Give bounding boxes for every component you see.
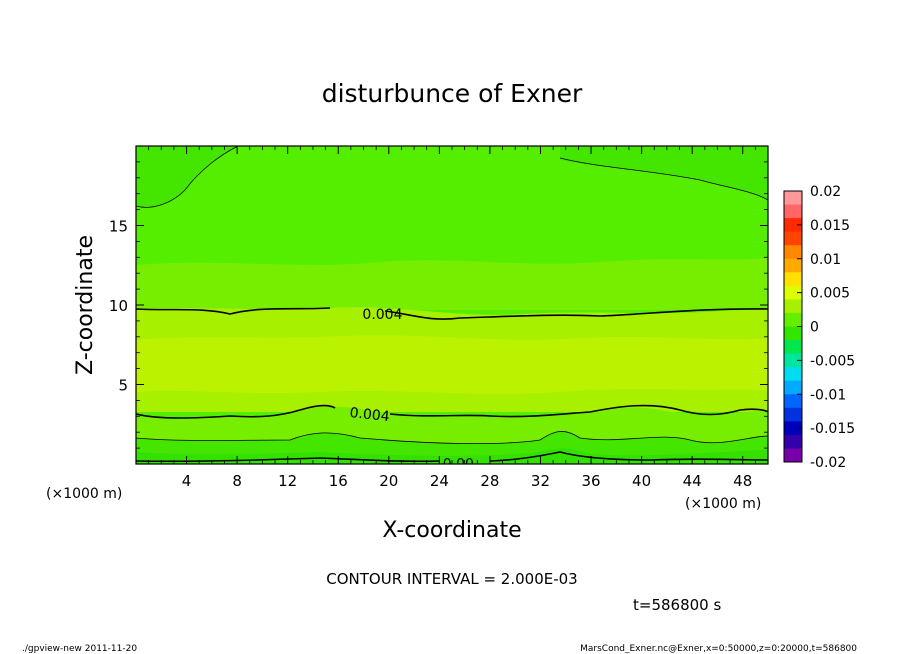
- x-tick-label: 32: [531, 472, 550, 490]
- contour-line-ground-000: [136, 451, 768, 463]
- y-axis-ticks: 5 10 15: [109, 161, 768, 449]
- colorbar-segment: [784, 326, 802, 341]
- colorbar-segment: [784, 434, 802, 449]
- colorbar-label: 0.015: [810, 218, 850, 234]
- x-axis-ticks: 4 8 12 16 20 24 28 32 36 40 44 48: [148, 146, 756, 490]
- x-tick-label: 20: [379, 472, 398, 490]
- field-band-upper-light: [136, 258, 768, 310]
- contour-line-top-left: [136, 146, 239, 208]
- colorbar-segment: [784, 299, 802, 314]
- x-tick-label: 8: [232, 472, 242, 490]
- colorbar-labels: 0.02 0.015 0.01 0.005 0 -0.005 -0.01 -0.015 -0.0…: [797, 184, 855, 471]
- colorbar-segment: [784, 218, 802, 233]
- x-tick-label: 40: [632, 472, 651, 490]
- colorbar-label: 0.02: [810, 184, 841, 200]
- x-axis-label: X-coordinate: [382, 518, 521, 543]
- colorbar-segment: [784, 407, 802, 422]
- contour-plot-area: 0.004 0.004 0.00: [136, 146, 768, 472]
- contour-label: 0.00: [443, 456, 474, 472]
- colorbar-segment: [784, 191, 802, 206]
- x-tick-label: 24: [430, 472, 449, 490]
- y-tick-label: 10: [109, 297, 128, 315]
- footer-left: ./gpview-new 2011-11-20: [22, 644, 137, 654]
- x-tick-label: 48: [733, 472, 752, 490]
- x-tick-label: 36: [581, 472, 600, 490]
- colorbar-segment: [784, 394, 802, 409]
- colorbar-label: -0.015: [810, 421, 855, 437]
- time-stamp: t=586800 s: [633, 596, 721, 614]
- x-tick-label: 12: [278, 472, 297, 490]
- contour-line-upper-0004: [136, 307, 768, 320]
- field-band-ground: [136, 448, 768, 464]
- colorbar-segment: [784, 285, 802, 300]
- x-tick-label: 28: [480, 472, 499, 490]
- x-unit-left: (×1000 m): [46, 486, 122, 502]
- colorbar-label: 0: [810, 320, 819, 336]
- y-tick-label: 5: [118, 377, 128, 395]
- colorbar-label: -0.02: [810, 455, 846, 471]
- colorbar-segment: [784, 353, 802, 368]
- x-tick-label: 44: [683, 472, 702, 490]
- colorbar-label: 0.01: [810, 252, 841, 268]
- colorbar-segment: [784, 245, 802, 260]
- colorbar-segment: [784, 421, 802, 436]
- contour-line-lower-0004: [136, 404, 768, 419]
- colorbar-label: -0.005: [810, 353, 855, 369]
- colorbar-segment: [784, 448, 802, 463]
- colorbar-segment: [784, 380, 802, 395]
- contour-label: 0.004: [362, 307, 402, 323]
- footer-right: MarsCond_Exner.nc@Exner,x=0:50000,z=0:20…: [580, 644, 857, 654]
- field-band-yellow-core: [136, 335, 768, 394]
- colorbar-segment: [784, 231, 802, 246]
- colorbar-segment: [784, 272, 802, 287]
- field-band-top-right: [560, 146, 768, 200]
- colorbar-segment: [784, 258, 802, 273]
- colorbar-segment: [784, 204, 802, 219]
- colorbar-segment: [784, 312, 802, 327]
- x-unit-right: (×1000 m): [685, 496, 761, 512]
- y-tick-label: 15: [109, 218, 128, 236]
- contour-label: 0.004: [349, 405, 391, 425]
- contour-interval: CONTOUR INTERVAL = 2.000E-03: [326, 570, 577, 588]
- colorbar-segment: [784, 367, 802, 382]
- colorbar-label: -0.01: [810, 387, 846, 403]
- contour-line-top-right: [559, 157, 768, 201]
- colorbar-label: 0.005: [810, 286, 850, 302]
- x-tick-label: 4: [182, 472, 192, 490]
- y-axis-label: Z-coordinate: [73, 235, 98, 375]
- chart-title: disturbunce of Exner: [322, 79, 583, 108]
- colorbar-segment: [784, 340, 802, 355]
- contour-line-lower-thin: [136, 431, 768, 445]
- field-band-top-green: [136, 146, 238, 208]
- colorbar: [783, 190, 803, 463]
- contour-labels: 0.004 0.004 0.00: [349, 307, 474, 472]
- x-tick-label: 16: [329, 472, 348, 490]
